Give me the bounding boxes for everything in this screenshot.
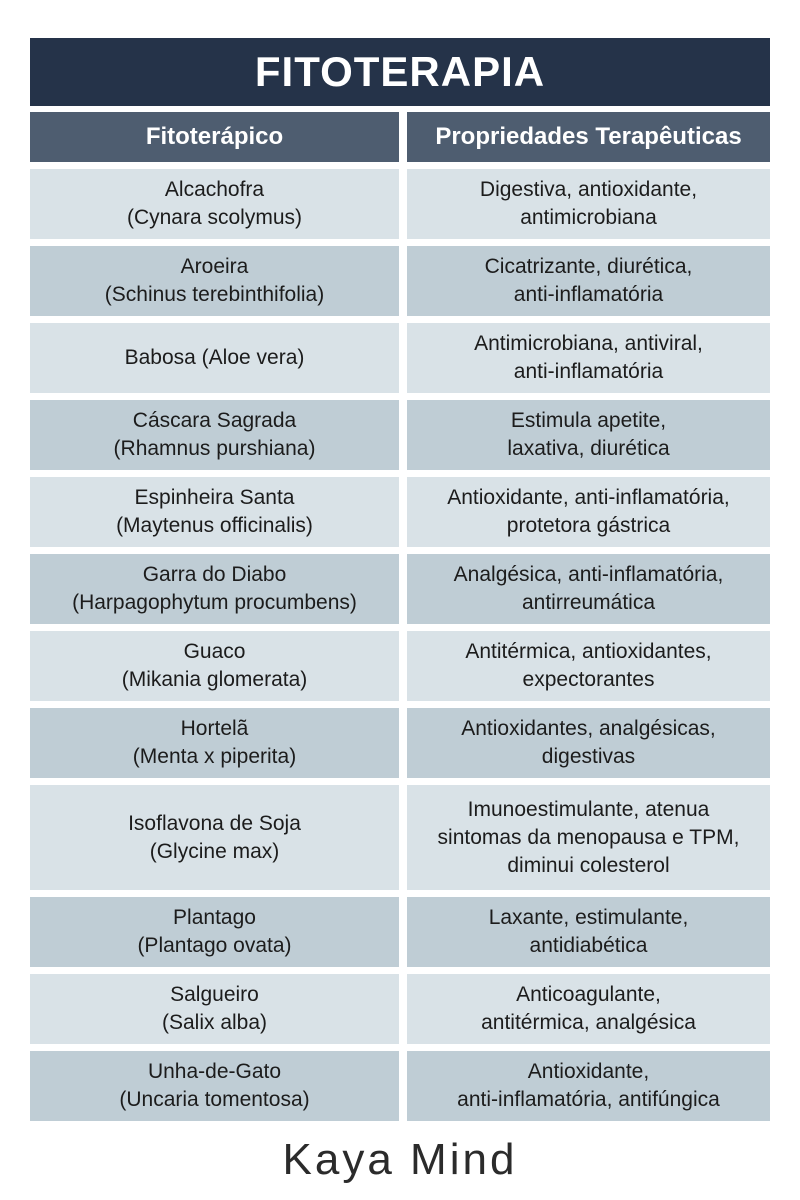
property-line: diminui colesterol — [507, 853, 670, 877]
property-line: digestivas — [541, 745, 636, 768]
properties-cell: Anticoagulante, antitérmica, analgésica — [407, 974, 770, 1044]
herb-name-line: Isoflavona de Soja — [128, 811, 301, 835]
herb-name-line: (Mikania glomerata) — [121, 668, 308, 691]
herb-name-line: Aroeira — [180, 255, 249, 278]
herb-name-line: Alcachofra — [164, 178, 265, 201]
property-line: Antioxidante, anti-inflamatória, — [447, 486, 730, 509]
herb-cell: Salgueiro (Salix alba) — [30, 974, 399, 1044]
property-line: anti-inflamatória, antifúngica — [457, 1088, 720, 1111]
property-line: Laxante, estimulante, — [488, 906, 689, 929]
property-line: Analgésica, anti-inflamatória, — [453, 563, 724, 586]
herb-name-line: Salgueiro — [170, 983, 259, 1006]
herb-name-line: Espinheira Santa — [134, 486, 295, 509]
property-line: Anticoagulante, — [516, 983, 661, 1006]
title-banner: FITOTERAPIA — [30, 38, 770, 106]
column-header-label: Propriedades Terapêuticas — [435, 123, 742, 150]
property-line: antimicrobiana — [520, 206, 657, 229]
properties-cell: Cicatrizante, diurética, anti-inflamatóri… — [407, 246, 770, 316]
herb-name-line: Unha-de-Gato — [147, 1060, 282, 1083]
properties-cell: Estimula apetite, laxativa, diurética — [407, 400, 770, 470]
property-line: antitérmica, analgésica — [481, 1011, 696, 1034]
herb-cell: Aroeira (Schinus terebinthifolia) — [30, 246, 399, 316]
herb-name-line: Babosa (Aloe vera) — [124, 346, 305, 369]
properties-cell: Digestiva, antioxidante, antimicrobiana — [407, 169, 770, 239]
property-line: Digestiva, antioxidante, — [479, 178, 698, 201]
kaya-mind-logo: Kaya Mind — [30, 1135, 770, 1185]
property-line: laxativa, diurética — [507, 437, 670, 460]
page-title: FITOTERAPIA — [254, 48, 546, 95]
herb-name-line: (Cynara scolymus) — [126, 206, 303, 229]
property-line: Antimicrobiana, antiviral, — [474, 332, 703, 355]
properties-cell: Imunoestimulante, atenua sintomas da meno… — [407, 785, 770, 890]
property-line: Antitérmica, antioxidantes, — [465, 640, 712, 663]
property-line: antirreumática — [521, 591, 656, 614]
herb-name-line: Cáscara Sagrada — [132, 409, 297, 432]
herb-name-line: Hortelã — [180, 717, 249, 740]
table-grid: Fitoterápico Propriedades Terapêuticas A… — [30, 112, 770, 1121]
herb-cell: Unha-de-Gato (Uncaria tomentosa) — [30, 1051, 399, 1121]
herb-name-line: Guaco — [183, 640, 246, 663]
column-header-fitoterapico: Fitoterápico — [30, 112, 399, 162]
property-line: Antioxidantes, analgésicas, — [461, 717, 716, 740]
herb-name-line: Garra do Diabo — [142, 563, 287, 586]
herb-name-line: (Menta x piperita) — [132, 745, 297, 768]
property-line: Cicatrizante, diurética, — [484, 255, 693, 278]
property-line: protetora gástrica — [506, 514, 671, 537]
herb-name-line: (Plantago ovata) — [137, 934, 292, 957]
herb-cell: Isoflavona de Soja (Glycine max) — [30, 785, 399, 890]
herb-cell: Hortelã (Menta x piperita) — [30, 708, 399, 778]
properties-cell: Analgésica, anti-inflamatória, antirreumá… — [407, 554, 770, 624]
properties-cell: Antimicrobiana, antiviral, anti-inflamató… — [407, 323, 770, 393]
property-line: Antioxidante, — [527, 1060, 650, 1083]
column-header-label: Fitoterápico — [145, 123, 284, 150]
property-line: anti-inflamatória — [513, 360, 664, 383]
column-header-propriedades: Propriedades Terapêuticas — [407, 112, 770, 162]
herb-cell: Cáscara Sagrada (Rhamnus purshiana) — [30, 400, 399, 470]
herb-cell: Guaco (Mikania glomerata) — [30, 631, 399, 701]
herb-name-line: (Uncaria tomentosa) — [119, 1088, 310, 1111]
herb-name-line: (Rhamnus purshiana) — [113, 437, 316, 460]
properties-cell: Laxante, estimulante, antidiabética — [407, 897, 770, 967]
herb-name-line: Plantago — [173, 906, 256, 929]
herb-name-line: (Salix alba) — [161, 1011, 268, 1034]
property-line: Estimula apetite, — [510, 409, 667, 432]
property-line: expectorantes — [522, 668, 655, 691]
property-line: Imunoestimulante, atenua — [467, 797, 710, 821]
property-line: anti-inflamatória — [513, 283, 664, 306]
herb-name-line: (Maytenus officinalis) — [116, 514, 313, 537]
herb-name-line: (Harpagophytum procumbens) — [72, 591, 357, 614]
property-line: sintomas da menopausa e TPM, — [437, 825, 740, 849]
properties-cell: Antioxidantes, analgésicas, digestivas — [407, 708, 770, 778]
herb-name-line: (Glycine max) — [149, 839, 280, 863]
property-line: antidiabética — [529, 934, 648, 957]
logo-text: Kaya Mind — [282, 1135, 518, 1184]
herb-cell: Plantago (Plantago ovata) — [30, 897, 399, 967]
properties-cell: Antitérmica, antioxidantes, expectorantes — [407, 631, 770, 701]
herb-name-line: (Schinus terebinthifolia) — [104, 283, 325, 306]
properties-cell: Antioxidante, anti-inflamatória, antifúng… — [407, 1051, 770, 1121]
properties-cell: Antioxidante, anti-inflamatória, protetor… — [407, 477, 770, 547]
herb-cell: Alcachofra (Cynara scolymus) — [30, 169, 399, 239]
herb-cell: Babosa (Aloe vera) — [30, 323, 399, 393]
herb-cell: Espinheira Santa (Maytenus officinalis) — [30, 477, 399, 547]
herb-cell: Garra do Diabo (Harpagophytum procumbens) — [30, 554, 399, 624]
